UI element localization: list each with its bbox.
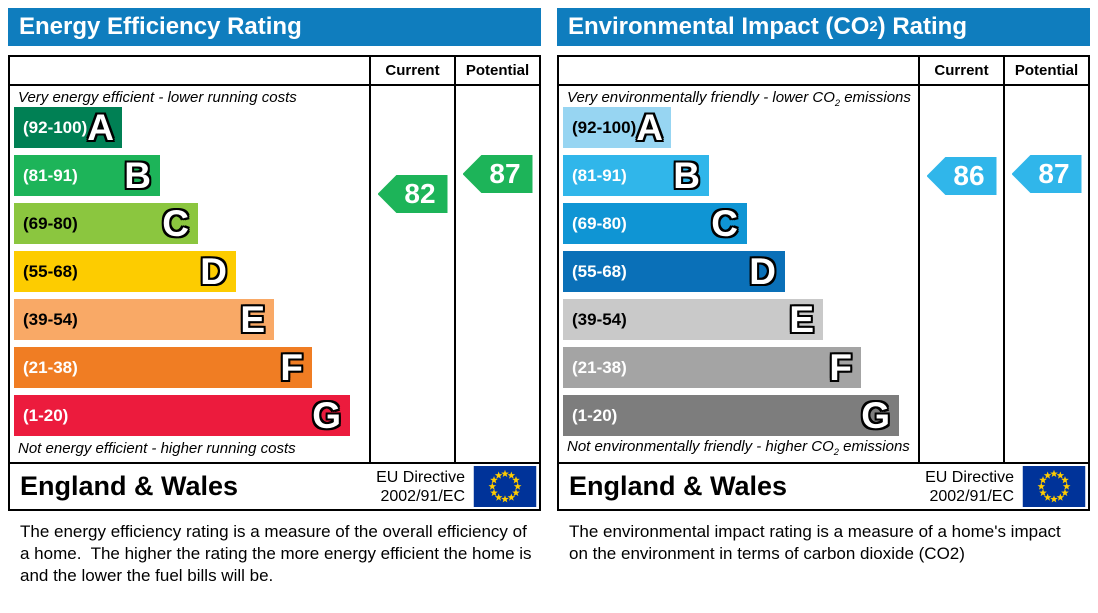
band-range-label: (1-20)	[572, 405, 618, 425]
energy-header-spacer	[10, 57, 369, 84]
environmental-impact-panel: Environmental Impact (CO 2) Rating Curren…	[557, 8, 1090, 565]
energy-panel-title: Energy Efficiency Rating	[8, 8, 541, 46]
region-label: England & Wales	[20, 471, 239, 501]
band-letter: E	[789, 299, 814, 340]
environmental-current-rating-arrow: 86	[926, 157, 997, 195]
environmental-current-column-header: Current	[918, 57, 1003, 84]
band-range-label: (69-80)	[572, 213, 627, 233]
environmental-bottom-note: Not environmentally friendly - higher CO…	[567, 438, 910, 457]
environmental-potential-column-header: Potential	[1003, 57, 1088, 84]
rating-band-e: (39-54) E	[563, 299, 823, 340]
environmental-header-spacer	[559, 57, 918, 84]
band-letter: B	[124, 155, 151, 196]
environmental-panel-title: Environmental Impact (CO 2) Rating	[557, 8, 1090, 46]
eu-directive-line1: EU Directive	[925, 468, 1014, 486]
environmental-current-column: 86	[918, 86, 1003, 462]
band-range-label: (81-91)	[572, 165, 627, 185]
band-letter: G	[861, 395, 890, 436]
rating-band-g: (1-20) G	[14, 395, 350, 436]
rating-band-d: (55-68) D	[14, 251, 236, 292]
band-range-label: (92-100)	[23, 117, 88, 137]
band-letter: C	[711, 203, 738, 244]
energy-table-body: Very energy efficient - lower running co…	[10, 86, 539, 462]
energy-potential-rating-arrow: 87	[462, 155, 533, 193]
band-letter: B	[673, 155, 700, 196]
energy-band-chart: Very energy efficient - lower running co…	[10, 86, 369, 462]
band-range-label: (1-20)	[23, 405, 69, 425]
eu-directive-line2: 2002/91/EC	[380, 487, 465, 505]
environmental-table-body: Very environmentally friendly - lower CO…	[559, 86, 1088, 462]
band-range-label: (69-80)	[23, 213, 78, 233]
rating-band-b: (81-91) B	[14, 155, 160, 196]
band-letter: A	[636, 107, 663, 148]
energy-current-rating-arrow: 82	[377, 175, 448, 213]
energy-potential-column-header: Potential	[454, 57, 539, 84]
energy-potential-column: 87	[454, 86, 539, 462]
environmental-rating-table: Current Potential Very environmentally f…	[557, 55, 1090, 511]
band-letter: C	[162, 203, 189, 244]
environmental-potential-rating-arrow: 87	[1011, 155, 1082, 193]
eu-flag-icon	[473, 466, 537, 507]
rating-band-b: (81-91) B	[563, 155, 709, 196]
rating-band-e: (39-54) E	[14, 299, 274, 340]
rating-band-a: (92-100) A	[14, 107, 122, 148]
environmental-table-footer: England & Wales EU Directive 2002/91/EC	[559, 462, 1088, 509]
rating-band-c: (69-80) C	[14, 203, 198, 244]
rating-band-g: (1-20) G	[563, 395, 899, 436]
energy-top-note: Very energy efficient - lower running co…	[18, 89, 297, 106]
rating-band-a: (92-100) A	[563, 107, 671, 148]
energy-description-text: The energy efficiency rating is a measur…	[20, 522, 537, 585]
rating-band-c: (69-80) C	[563, 203, 747, 244]
band-range-label: (21-38)	[23, 357, 78, 377]
band-range-label: (55-68)	[23, 261, 78, 281]
eu-directive-line2: 2002/91/EC	[929, 487, 1014, 505]
eu-directive-label: EU Directive 2002/91/EC	[376, 468, 465, 506]
eu-flag-icon	[1022, 466, 1086, 507]
energy-current-column-header: Current	[369, 57, 454, 84]
energy-bottom-note: Not energy efficient - higher running co…	[18, 440, 296, 457]
eu-directive-label: EU Directive 2002/91/EC	[925, 468, 1014, 506]
rating-band-f: (21-38) F	[14, 347, 312, 388]
band-letter: D	[200, 251, 227, 292]
band-letter: F	[829, 347, 852, 388]
band-range-label: (39-54)	[23, 309, 78, 329]
energy-table-footer: England & Wales EU Directive 2002/91/EC	[10, 462, 539, 509]
band-range-label: (21-38)	[572, 357, 627, 377]
environmental-band-chart: Very environmentally friendly - lower CO…	[559, 86, 918, 462]
rating-band-d: (55-68) D	[563, 251, 785, 292]
energy-efficiency-panel: Energy Efficiency Rating Current Potenti…	[8, 8, 541, 587]
band-letter: A	[87, 107, 114, 148]
rating-band-f: (21-38) F	[563, 347, 861, 388]
band-range-label: (39-54)	[572, 309, 627, 329]
energy-current-column: 82	[369, 86, 454, 462]
environmental-top-note: Very environmentally friendly - lower CO…	[567, 89, 911, 108]
environmental-table-header-row: Current Potential	[559, 57, 1088, 86]
band-letter: E	[240, 299, 265, 340]
energy-rating-table: Current Potential Very energy efficient …	[8, 55, 541, 511]
eu-directive-line1: EU Directive	[376, 468, 465, 486]
band-range-label: (55-68)	[572, 261, 627, 281]
energy-table-header-row: Current Potential	[10, 57, 539, 86]
band-letter: F	[280, 347, 303, 388]
band-letter: G	[312, 395, 341, 436]
region-label: England & Wales	[569, 471, 788, 501]
band-range-label: (81-91)	[23, 165, 78, 185]
environmental-potential-column: 87	[1003, 86, 1088, 462]
environmental-description-text: The environmental impact rating is a mea…	[569, 522, 1066, 563]
band-letter: D	[749, 251, 776, 292]
band-range-label: (92-100)	[572, 117, 637, 137]
